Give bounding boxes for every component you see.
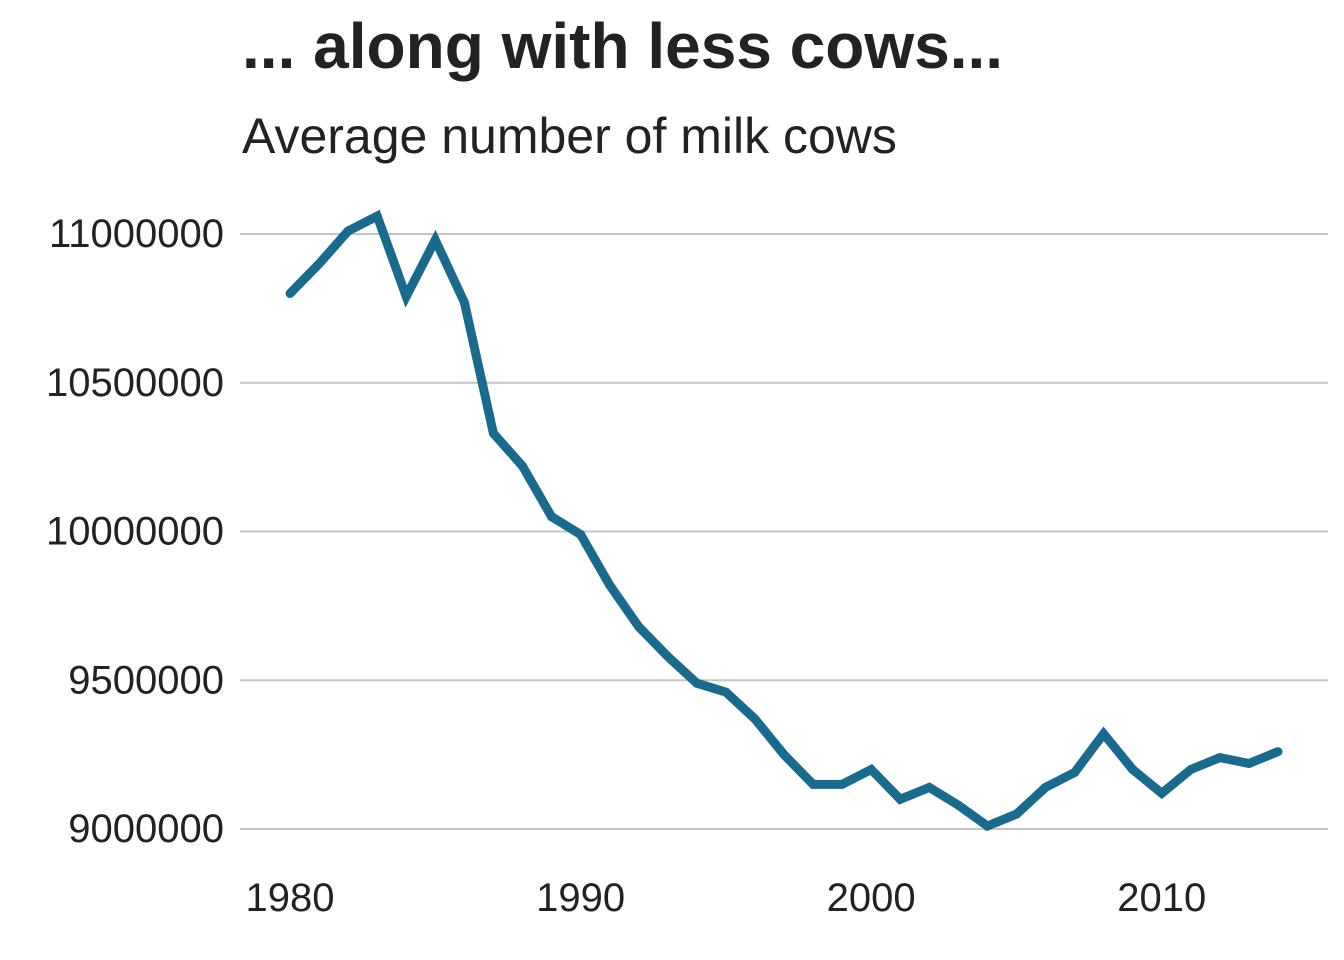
data-point	[605, 580, 615, 590]
x-tick-label: 2000	[827, 876, 916, 920]
y-tick-label: 10500000	[46, 361, 224, 405]
data-point	[1215, 753, 1225, 763]
y-tick-label: 9000000	[68, 807, 224, 851]
data-point	[692, 678, 702, 688]
data-point	[1041, 782, 1051, 792]
data-point	[1099, 729, 1109, 739]
data-point	[1157, 788, 1167, 798]
data-point	[343, 226, 353, 236]
y-tick-label: 10000000	[46, 510, 224, 554]
series-line	[286, 209, 1280, 832]
data-point	[924, 782, 934, 792]
chart-subtitle: Average number of milk cows	[242, 108, 897, 164]
x-axis: 1980 1990 2000 2010	[246, 876, 1207, 920]
data-point	[721, 687, 731, 697]
gridlines	[240, 233, 1328, 830]
data-point	[547, 512, 557, 522]
x-tick-label: 2010	[1117, 876, 1206, 920]
data-point	[372, 211, 382, 221]
y-tick-label: 9500000	[68, 658, 224, 702]
y-tick-label: 11000000	[49, 212, 224, 256]
data-point	[430, 235, 440, 245]
data-point	[1011, 809, 1021, 819]
data-point	[750, 714, 760, 724]
data-point	[401, 291, 411, 301]
data-point	[779, 750, 789, 760]
data-point	[314, 259, 324, 269]
data-point	[663, 651, 673, 661]
data-point	[285, 289, 295, 298]
data-point	[895, 794, 905, 804]
series-layer	[285, 209, 1283, 832]
data-point	[517, 461, 527, 471]
data-point	[982, 821, 992, 831]
data-point	[808, 779, 818, 789]
y-axis: 9000000 9500000 10000000 10500000 11000000	[46, 212, 224, 851]
data-point	[576, 529, 586, 539]
data-point	[459, 297, 469, 307]
data-point	[488, 428, 498, 438]
data-point	[866, 765, 876, 774]
data-point	[1070, 767, 1080, 777]
data-point	[1128, 765, 1138, 774]
data-point	[634, 622, 644, 632]
x-tick-label: 1980	[246, 876, 335, 920]
chart-title: ... along with less cows...	[242, 10, 1004, 82]
data-point	[1186, 765, 1196, 774]
data-point	[837, 779, 847, 789]
data-point	[953, 800, 963, 810]
data-point	[1244, 759, 1254, 769]
x-tick-label: 1990	[536, 876, 625, 920]
data-point	[1273, 747, 1283, 757]
